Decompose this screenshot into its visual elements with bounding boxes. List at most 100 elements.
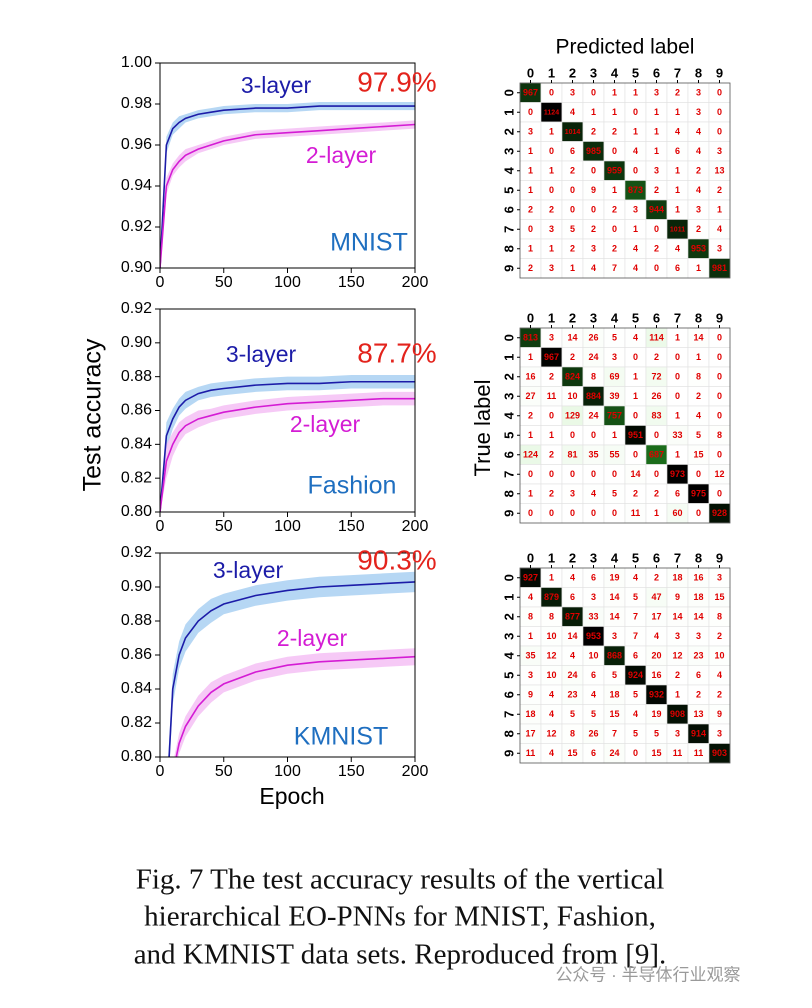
column-label: 7 bbox=[674, 310, 681, 325]
error-band bbox=[174, 648, 415, 757]
cell-label: 19 bbox=[651, 709, 661, 719]
row-label: 4 bbox=[501, 166, 516, 174]
cell-label: 1 bbox=[633, 372, 638, 382]
cell-label: 0 bbox=[633, 411, 638, 421]
series-label: 3-layer bbox=[241, 72, 312, 98]
annotation: KMNIST bbox=[294, 723, 388, 751]
cell-label: 0 bbox=[612, 224, 617, 234]
cell-label: 2 bbox=[696, 391, 701, 401]
cell-label: 1 bbox=[633, 88, 638, 98]
cell-label: 1 bbox=[717, 205, 722, 215]
cell-label: 20 bbox=[651, 651, 661, 661]
cell-label: 0 bbox=[591, 166, 596, 176]
y-tick-label: 0.92 bbox=[121, 544, 152, 561]
cell-label: 14 bbox=[693, 333, 703, 343]
cell-label: 11 bbox=[547, 391, 557, 401]
row-label: 3 bbox=[501, 148, 516, 155]
cell-label: 2 bbox=[654, 489, 659, 499]
cell-label: 1 bbox=[549, 127, 554, 137]
y-tick-label: 0.80 bbox=[121, 503, 152, 520]
column-label: 6 bbox=[653, 65, 660, 80]
x-tick-label: 50 bbox=[215, 518, 233, 535]
cell-label: 959 bbox=[607, 166, 622, 176]
cell-label: 1 bbox=[633, 127, 638, 137]
y-axis-label: True label bbox=[470, 379, 495, 476]
cell-label: 12 bbox=[672, 651, 682, 661]
cell-label: 2 bbox=[654, 185, 659, 195]
row-label: 2 bbox=[501, 373, 516, 380]
cell-label: 1 bbox=[570, 263, 575, 273]
cell-label: 2 bbox=[654, 352, 659, 362]
column-label: 9 bbox=[716, 65, 723, 80]
cell-label: 2 bbox=[654, 573, 659, 583]
x-tick-label: 100 bbox=[274, 274, 301, 291]
x-tick-label: 0 bbox=[156, 518, 165, 535]
cell-label: 18 bbox=[672, 573, 682, 583]
cell-label: 11 bbox=[673, 748, 683, 758]
y-tick-label: 0.92 bbox=[121, 218, 152, 235]
cell-label: 951 bbox=[628, 430, 643, 440]
cell-label: 3 bbox=[570, 88, 575, 98]
cell-label: 0 bbox=[528, 224, 533, 234]
series-label: 2-layer bbox=[277, 625, 348, 651]
cell-label: 4 bbox=[570, 573, 575, 583]
cell-label: 1 bbox=[654, 146, 659, 156]
cell-label: 868 bbox=[607, 651, 622, 661]
cell-label: 1 bbox=[528, 244, 533, 254]
cell-label: 0 bbox=[549, 146, 554, 156]
cell-label: 11 bbox=[694, 748, 704, 758]
cell-label: 1 bbox=[633, 224, 638, 234]
cell-label: 4 bbox=[675, 244, 680, 254]
cell-label: 0 bbox=[654, 224, 659, 234]
cell-label: 8 bbox=[549, 612, 554, 622]
cell-label: 0 bbox=[717, 372, 722, 382]
cell-label: 2 bbox=[675, 670, 680, 680]
plot-area bbox=[160, 374, 415, 512]
cell-label: 4 bbox=[633, 709, 638, 719]
series-label: 2-layer bbox=[290, 411, 361, 437]
cell-label: 2 bbox=[570, 244, 575, 254]
cell-label: 877 bbox=[565, 612, 580, 622]
column-label: 5 bbox=[632, 65, 639, 80]
cell-label: 27 bbox=[525, 391, 535, 401]
cell-label: 4 bbox=[717, 670, 722, 680]
cell-label: 3 bbox=[717, 146, 722, 156]
matrix-frame bbox=[519, 327, 731, 524]
cell-label: 4 bbox=[549, 748, 554, 758]
cell-label: 26 bbox=[588, 729, 598, 739]
cell-label: 5 bbox=[654, 729, 659, 739]
row-label: 3 bbox=[501, 393, 516, 400]
x-tick-label: 150 bbox=[338, 274, 365, 291]
cell-label: 4 bbox=[675, 127, 680, 137]
column-label: 3 bbox=[590, 310, 597, 325]
cell-label: 2 bbox=[549, 205, 554, 215]
cell-label: 932 bbox=[649, 690, 664, 700]
cell-label: 4 bbox=[633, 244, 638, 254]
column-label: 2 bbox=[569, 65, 576, 80]
cell-label: 0 bbox=[717, 88, 722, 98]
column-label: 5 bbox=[632, 550, 639, 565]
cell-label: 5 bbox=[696, 430, 701, 440]
cell-label: 2 bbox=[654, 244, 659, 254]
cell-label: 18 bbox=[525, 709, 535, 719]
column-label: 1 bbox=[548, 550, 555, 565]
cell-label: 981 bbox=[712, 263, 727, 273]
cell-label: 3 bbox=[717, 244, 722, 254]
series-line bbox=[168, 581, 415, 757]
cell-label: 0 bbox=[591, 88, 596, 98]
caption-line: Fig. 7 The test accuracy results of the … bbox=[136, 864, 665, 896]
x-tick-label: 200 bbox=[402, 763, 429, 780]
cell-label: 757 bbox=[607, 411, 622, 421]
cell-label: 3 bbox=[528, 127, 533, 137]
row-label: 9 bbox=[501, 510, 516, 517]
cell-label: 924 bbox=[628, 670, 643, 680]
series-label: 3-layer bbox=[226, 341, 297, 367]
cell-label: 3 bbox=[675, 631, 680, 641]
cell-label: 914 bbox=[691, 729, 706, 739]
cell-label: 6 bbox=[591, 573, 596, 583]
cell-label: 39 bbox=[609, 391, 619, 401]
cell-label: 14 bbox=[672, 612, 682, 622]
cell-label: 5 bbox=[612, 333, 617, 343]
cell-label: 1 bbox=[675, 166, 680, 176]
cell-label: 0 bbox=[633, 107, 638, 117]
